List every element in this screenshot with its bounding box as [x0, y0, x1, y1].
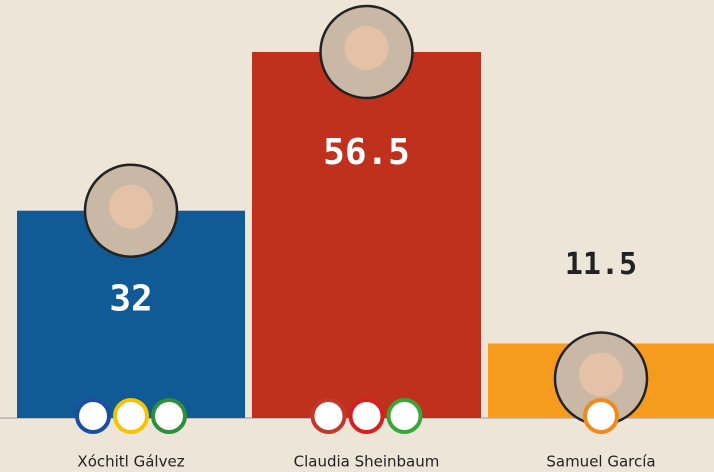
party-logo — [75, 398, 111, 434]
party-logo — [348, 398, 385, 434]
category-label: Xóchitl Gálvez — [77, 453, 184, 471]
bar — [252, 52, 481, 418]
portrait-face — [579, 352, 623, 397]
party-logo — [583, 398, 619, 434]
party-logo — [310, 398, 347, 434]
portrait-face — [109, 184, 153, 229]
value-label: 56.5 — [323, 132, 410, 173]
party-logo — [386, 398, 423, 434]
party-logo — [113, 398, 149, 434]
category-label: Claudia Sheinbaum — [294, 453, 440, 471]
party-logo — [151, 398, 187, 434]
value-label: 32 — [109, 279, 152, 320]
category-label: Samuel García — [546, 453, 655, 471]
value-label: 11.5 — [565, 247, 637, 282]
portrait-face — [344, 26, 389, 70]
